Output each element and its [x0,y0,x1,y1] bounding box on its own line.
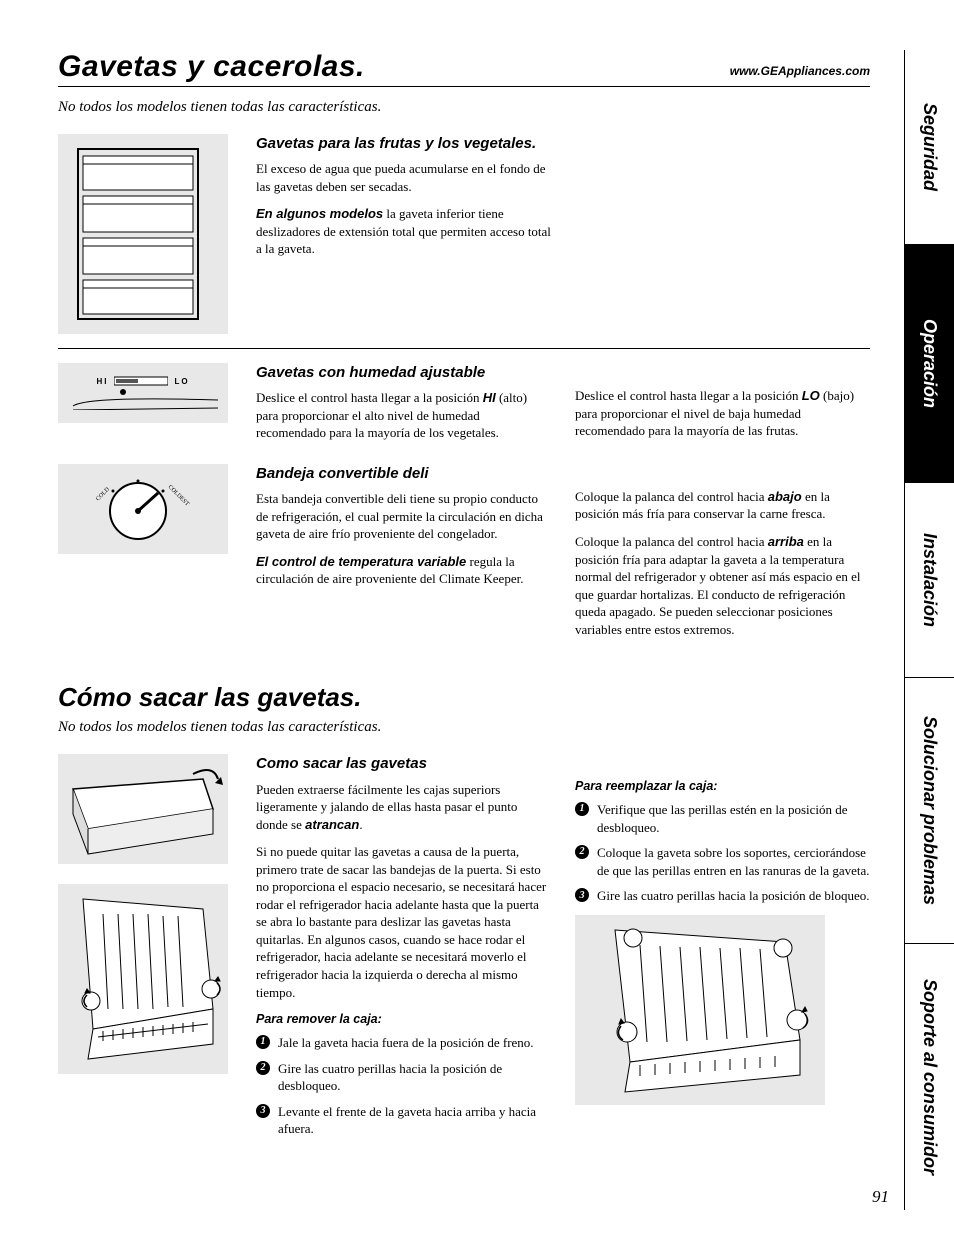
sec3-r2: Coloque la palanca del control hacia arr… [575,533,870,638]
sec1-p2: En algunos modelos la gaveta inferior ti… [256,205,551,258]
tab-seguridad[interactable]: Seguridad [905,50,954,245]
sec1-p1: El exceso de agua que pueda acumularse e… [256,160,551,195]
page-number: 91 [872,1187,889,1207]
tab-operacion[interactable]: Operación [905,245,954,483]
remove-p2: Si no puede quitar las gavetas a causa d… [256,843,551,1001]
tab-soporte[interactable]: Soporte al consumidor [905,944,954,1210]
drawer-locks-figure-right [575,915,825,1105]
site-url: www.GEAppliances.com [730,64,870,78]
tab-instalacion[interactable]: Instalación [905,483,954,678]
remover-list: 1Jale la gaveta hacia fuera de la posici… [256,1034,551,1138]
svg-text:COLDEST: COLDEST [167,484,191,508]
remove-subtitle: No todos los modelos tienen todas las ca… [58,719,870,736]
sec3-l1: Esta bandeja convertible deli tiene su p… [256,490,551,543]
sec2-right: Deslice el control hasta llegar a la pos… [575,387,870,440]
page-title: Gavetas y cacerolas. [58,50,365,84]
page-subtitle: No todos los modelos tienen todas las ca… [58,99,870,116]
reemp-list: 1Verifique que las perillas estén en la … [575,801,870,905]
sec2-heading: Gavetas con humedad ajustable [256,363,551,383]
reemp-subhead: Para reemplazar la caja: [575,778,870,795]
remove-title: Cómo sacar las gavetas. [58,682,870,713]
sec3-l2: El control de temperatura variable regul… [256,553,551,588]
deli-dial-figure: COLD COLDEST [58,464,228,554]
fridge-drawers-figure [58,134,228,334]
sec3-r1: Coloque la palanca del control hacia aba… [575,488,870,523]
side-tabs: Seguridad Operación Instalación Solucion… [904,50,954,1210]
tab-solucionar[interactable]: Solucionar problemas [905,678,954,945]
drawer-pull-figure [58,754,228,864]
remove-p1: Pueden extraerse fácilmente les cajas su… [256,781,551,834]
svg-text:COLD: COLD [95,486,111,502]
sec2-left: Deslice el control hasta llegar a la pos… [256,389,551,442]
remove-heading: Como sacar las gavetas [256,754,551,774]
sec1-heading: Gavetas para las frutas y los vegetales. [256,134,551,154]
humidity-slider-figure: HI LO [58,363,228,423]
drawer-locks-figure-left [58,884,228,1074]
sec3-heading: Bandeja convertible deli [256,464,551,484]
remover-subhead: Para remover la caja: [256,1011,551,1028]
